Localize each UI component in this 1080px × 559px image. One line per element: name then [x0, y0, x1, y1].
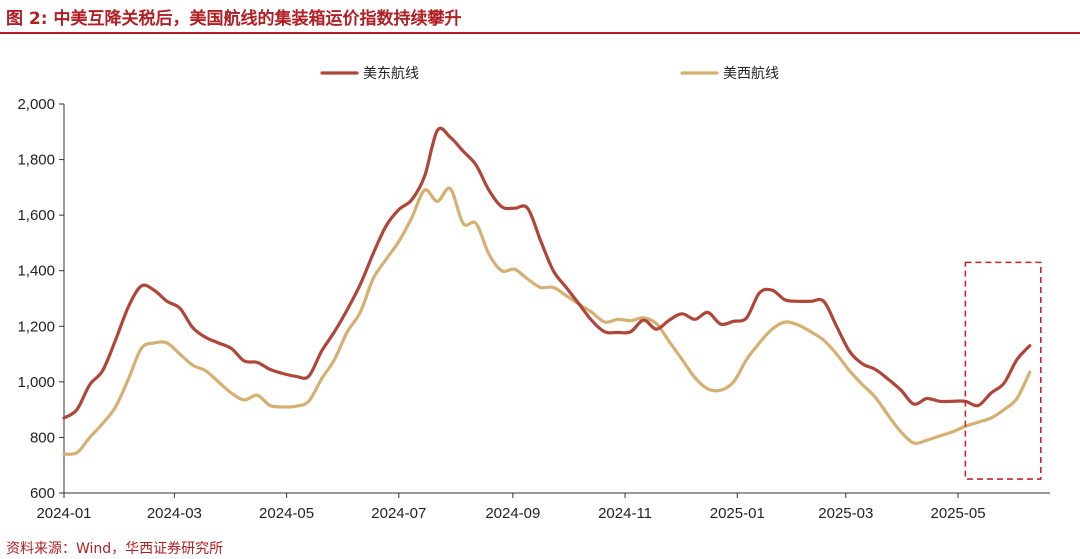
x-tick-label: 2024-01: [36, 505, 91, 522]
y-tick-label: 1,600: [17, 207, 55, 224]
x-ticks: 2024-01 2024-03 2024-05 2024-07 2024-09 2024-…: [36, 493, 986, 522]
y-tick-label: 600: [30, 485, 55, 502]
x-axis: 2024-01 2024-03 2024-05 2024-07 2024-09 2024-…: [36, 492, 1050, 522]
y-ticks: 600 800 1,000 1,200 1,400 1,600 1,800 2,000: [17, 96, 64, 502]
source-note: 资料来源：Wind，华西证券研究所: [6, 541, 224, 557]
x-tick-label: 2025-05: [930, 505, 985, 522]
x-tick-label: 2024-07: [371, 505, 426, 522]
legend: 美东航线 美西航线: [320, 66, 779, 82]
y-tick-label: 1,200: [17, 318, 55, 335]
legend-label-west: 美西航线: [723, 66, 779, 82]
series-line-east: [62, 126, 1032, 420]
y-tick-label: 2,000: [17, 96, 55, 113]
x-tick-label: 2024-03: [147, 505, 202, 522]
series-layer: [62, 126, 1032, 456]
highlight-box: [964, 261, 1042, 480]
y-tick-label: 1,000: [17, 374, 55, 391]
x-tick-label: 2024-05: [259, 505, 314, 522]
x-tick-label: 2024-11: [598, 505, 652, 522]
legend-label-east: 美东航线: [363, 66, 419, 82]
series-line-west: [62, 186, 1032, 456]
y-tick-label: 1,400: [17, 263, 55, 280]
figure-title: 图 2: 中美互降关税后，美国航线的集装箱运价指数持续攀升: [6, 9, 462, 29]
y-tick-label: 800: [30, 429, 55, 446]
y-tick-label: 1,800: [17, 152, 55, 169]
y-axis: 600 800 1,000 1,200 1,400 1,600 1,800 2,000: [17, 96, 65, 502]
title-rule: [0, 32, 1080, 34]
x-tick-label: 2025-03: [818, 505, 873, 522]
x-tick-label: 2025-01: [710, 505, 765, 522]
x-tick-label: 2024-09: [485, 505, 540, 522]
